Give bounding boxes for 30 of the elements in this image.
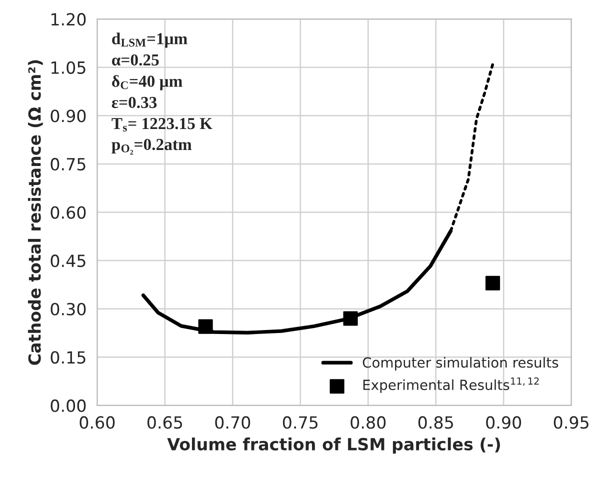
x-tick-label: 0.60	[80, 416, 115, 429]
y-tick-label: 0.30	[50, 302, 86, 316]
x-tick-label: 0.80	[350, 416, 386, 429]
legend-label: Experimental Results$^{11,12}$	[363, 377, 539, 393]
y-tick-label: 0.90	[50, 110, 86, 122]
x-axis-title: Volume fraction of LSM particles (-)	[167, 438, 500, 454]
annotation: ε=0.33	[112, 96, 157, 108]
y-tick-label: 0.60	[50, 206, 86, 219]
annotation: δ$_{C}$=40 μm	[112, 75, 182, 90]
annotation: α=0.25	[112, 54, 159, 66]
y-tick-label: 0.00	[50, 399, 86, 412]
annotation: T$_{s}$= 1223.15 K	[112, 118, 212, 132]
x-tick-label: 0.65	[147, 416, 182, 429]
annotation: d$_{LSM}$=1μm	[112, 32, 188, 48]
point	[343, 311, 358, 326]
x-tick-label: 0.75	[282, 416, 318, 429]
y-tick-label: 0.45	[50, 254, 86, 268]
point	[485, 276, 500, 290]
y-axis-title: Cathode total resistance (Ω cm²)	[28, 60, 43, 365]
x-tick-label: 0.95	[554, 416, 588, 429]
y-tick-label: 0.15	[50, 351, 86, 364]
annotation: p$_{O₂}$=0.2atm	[112, 138, 192, 155]
y-tick-label: 1.05	[51, 61, 86, 74]
point	[198, 319, 213, 334]
y-tick-label: 1.20	[51, 13, 86, 26]
y-tick-label: 0.75	[50, 158, 86, 171]
x-tick-label: 0.85	[418, 416, 453, 429]
x-tick-label: 0.70	[215, 416, 250, 429]
x-tick-label: 0.90	[486, 416, 522, 429]
legend-label: Computer simulation results	[362, 357, 558, 370]
